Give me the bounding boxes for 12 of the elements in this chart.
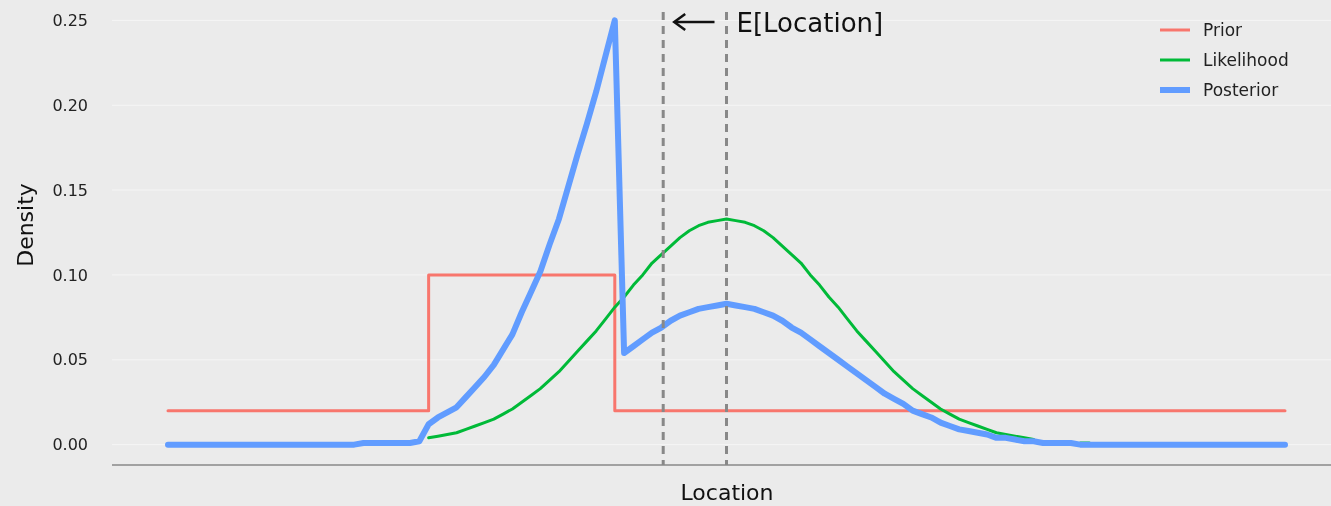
y-tick-label: 0.10 <box>52 265 88 285</box>
legend-label: Prior <box>1203 19 1243 40</box>
y-tick-label: 0.25 <box>52 10 88 30</box>
y-tick-label: 0.00 <box>52 435 88 455</box>
y-axis-title: Density <box>13 183 38 267</box>
annotation: E[Location] <box>736 8 884 38</box>
legend-label: Likelihood <box>1203 49 1289 70</box>
y-tick-label: 0.05 <box>52 350 88 370</box>
x-axis-title: Location <box>680 480 774 505</box>
y-tick-label: 0.15 <box>52 180 88 200</box>
legend-label: Posterior <box>1203 79 1279 100</box>
y-tick-label: 0.20 <box>52 95 88 115</box>
